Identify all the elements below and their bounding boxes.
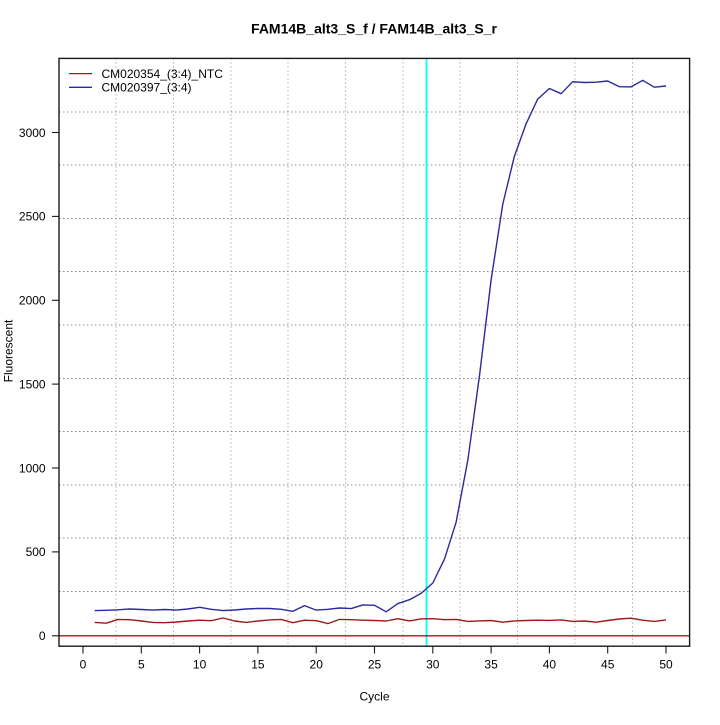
svg-text:30: 30 bbox=[426, 658, 440, 672]
svg-text:40: 40 bbox=[543, 658, 557, 672]
svg-text:50: 50 bbox=[659, 658, 673, 672]
svg-text:CM020354_(3:4)_NTC: CM020354_(3:4)_NTC bbox=[102, 67, 224, 81]
svg-text:1000: 1000 bbox=[19, 461, 46, 475]
svg-text:0: 0 bbox=[80, 658, 87, 672]
svg-text:35: 35 bbox=[484, 658, 498, 672]
svg-text:CM020397_(3:4): CM020397_(3:4) bbox=[102, 81, 192, 95]
svg-text:1500: 1500 bbox=[19, 377, 46, 391]
svg-text:0: 0 bbox=[39, 629, 46, 643]
svg-text:2000: 2000 bbox=[19, 294, 46, 308]
svg-text:2500: 2500 bbox=[19, 210, 46, 224]
svg-text:Fluorescent: Fluorescent bbox=[1, 319, 15, 382]
svg-text:25: 25 bbox=[368, 658, 382, 672]
svg-text:3000: 3000 bbox=[19, 126, 46, 140]
svg-text:20: 20 bbox=[310, 658, 324, 672]
svg-text:5: 5 bbox=[138, 658, 145, 672]
svg-text:Cycle: Cycle bbox=[359, 690, 389, 704]
svg-text:15: 15 bbox=[251, 658, 265, 672]
svg-text:10: 10 bbox=[193, 658, 207, 672]
svg-text:500: 500 bbox=[26, 545, 46, 559]
svg-text:FAM14B_alt3_S_f / FAM14B_alt3_: FAM14B_alt3_S_f / FAM14B_alt3_S_r bbox=[251, 21, 497, 37]
svg-text:45: 45 bbox=[601, 658, 615, 672]
